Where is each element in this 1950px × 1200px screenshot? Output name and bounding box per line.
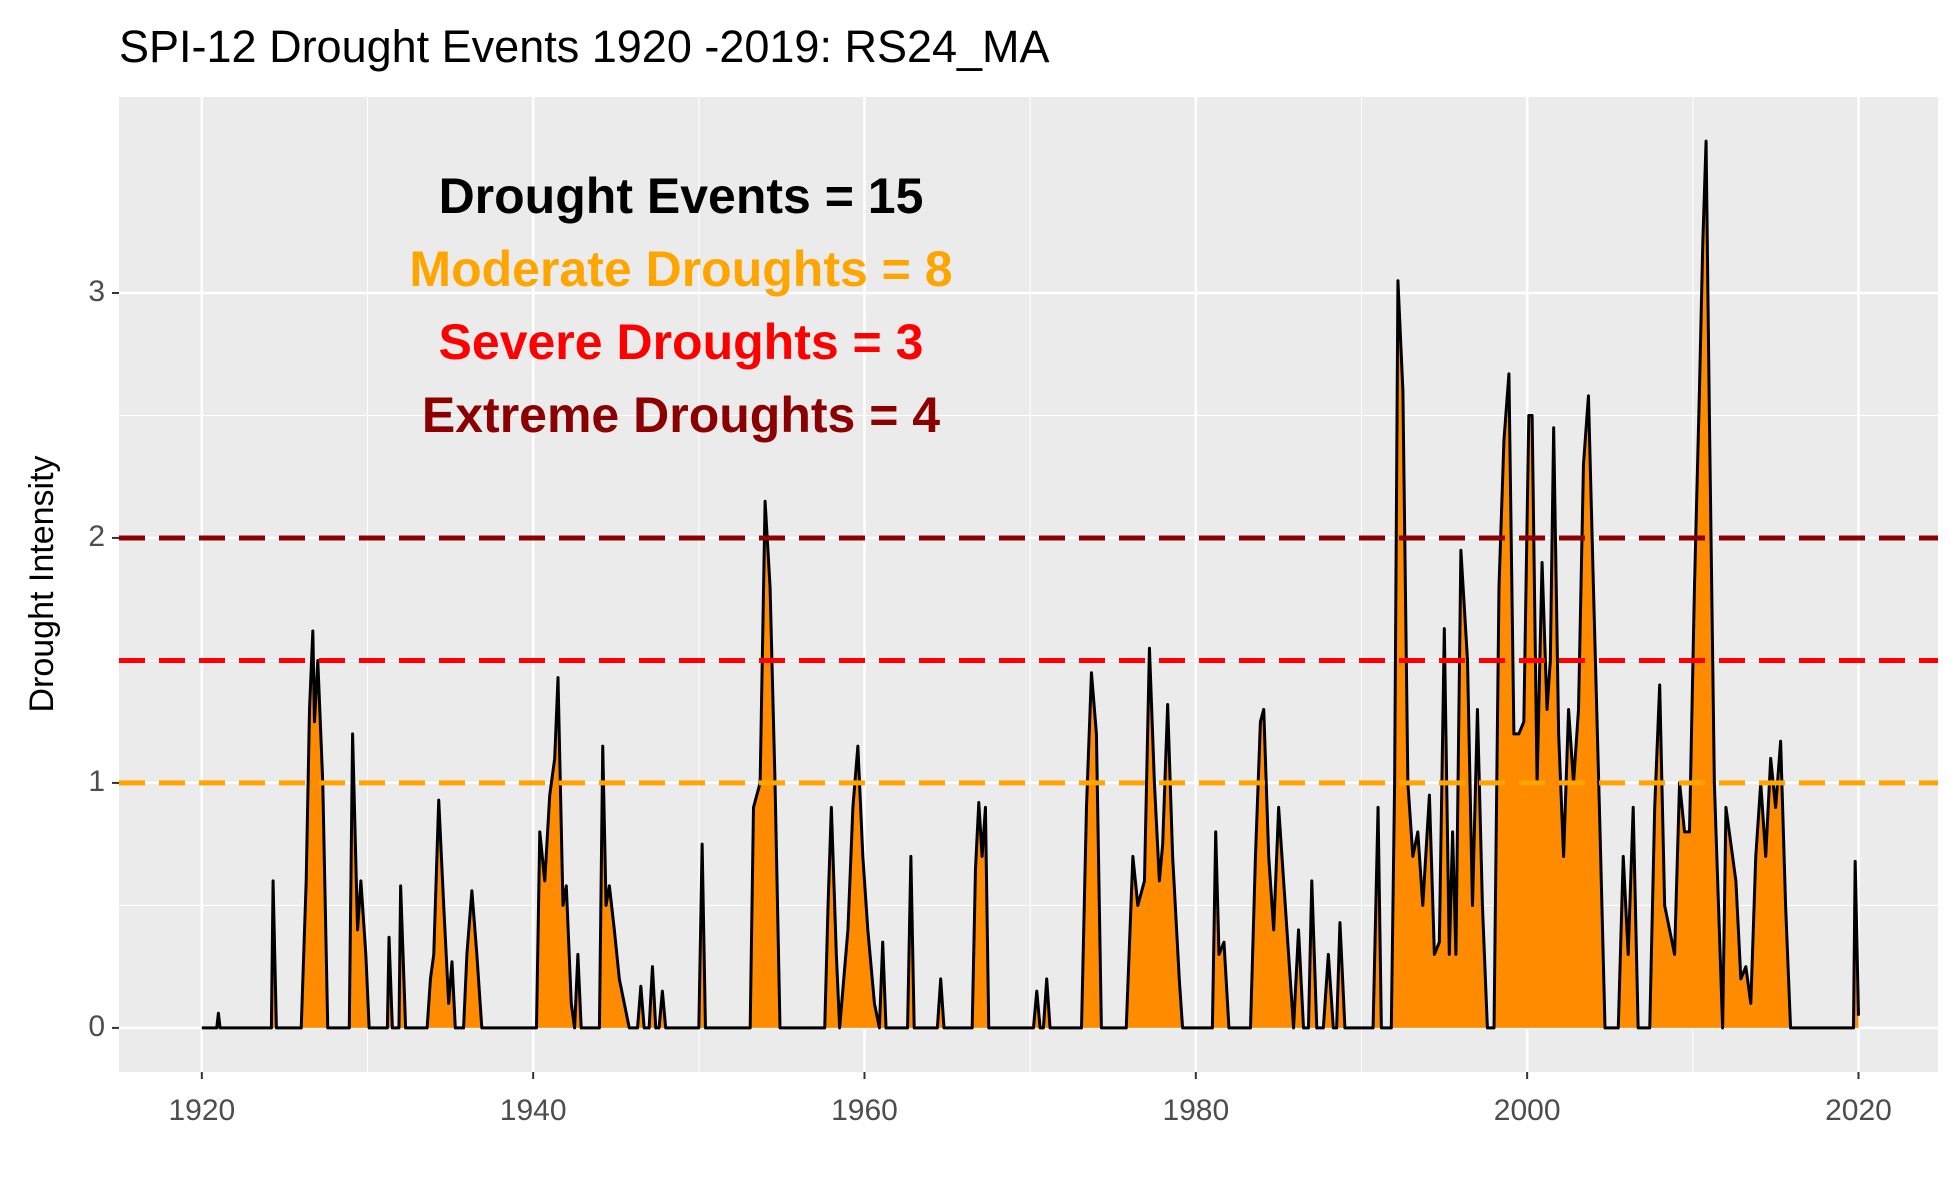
x-tick-label: 1920 [168, 1094, 235, 1127]
y-axis-label: Drought Intensity [23, 455, 61, 712]
x-tick-label: 1980 [1162, 1094, 1229, 1127]
y-tick-label: 1 [88, 765, 105, 798]
area [201, 141, 1859, 1028]
annotation: Moderate Droughts = 8 [409, 241, 952, 297]
y-tick-label: 3 [88, 275, 105, 308]
y-tick-label: 2 [88, 520, 105, 553]
annotation: Severe Droughts = 3 [439, 314, 924, 370]
x-tick-label: 1940 [500, 1094, 567, 1127]
chart-title: SPI-12 Drought Events 1920 -2019: RS24_M… [119, 21, 1050, 72]
y-tick-label: 0 [88, 1010, 105, 1043]
x-tick-label: 1960 [831, 1094, 898, 1127]
x-tick-label: 2000 [1494, 1094, 1561, 1127]
annotation: Drought Events = 15 [439, 168, 924, 224]
annotation: Extreme Droughts = 4 [422, 387, 940, 443]
line [201, 139, 1860, 1030]
x-tick-label: 2020 [1825, 1094, 1892, 1127]
